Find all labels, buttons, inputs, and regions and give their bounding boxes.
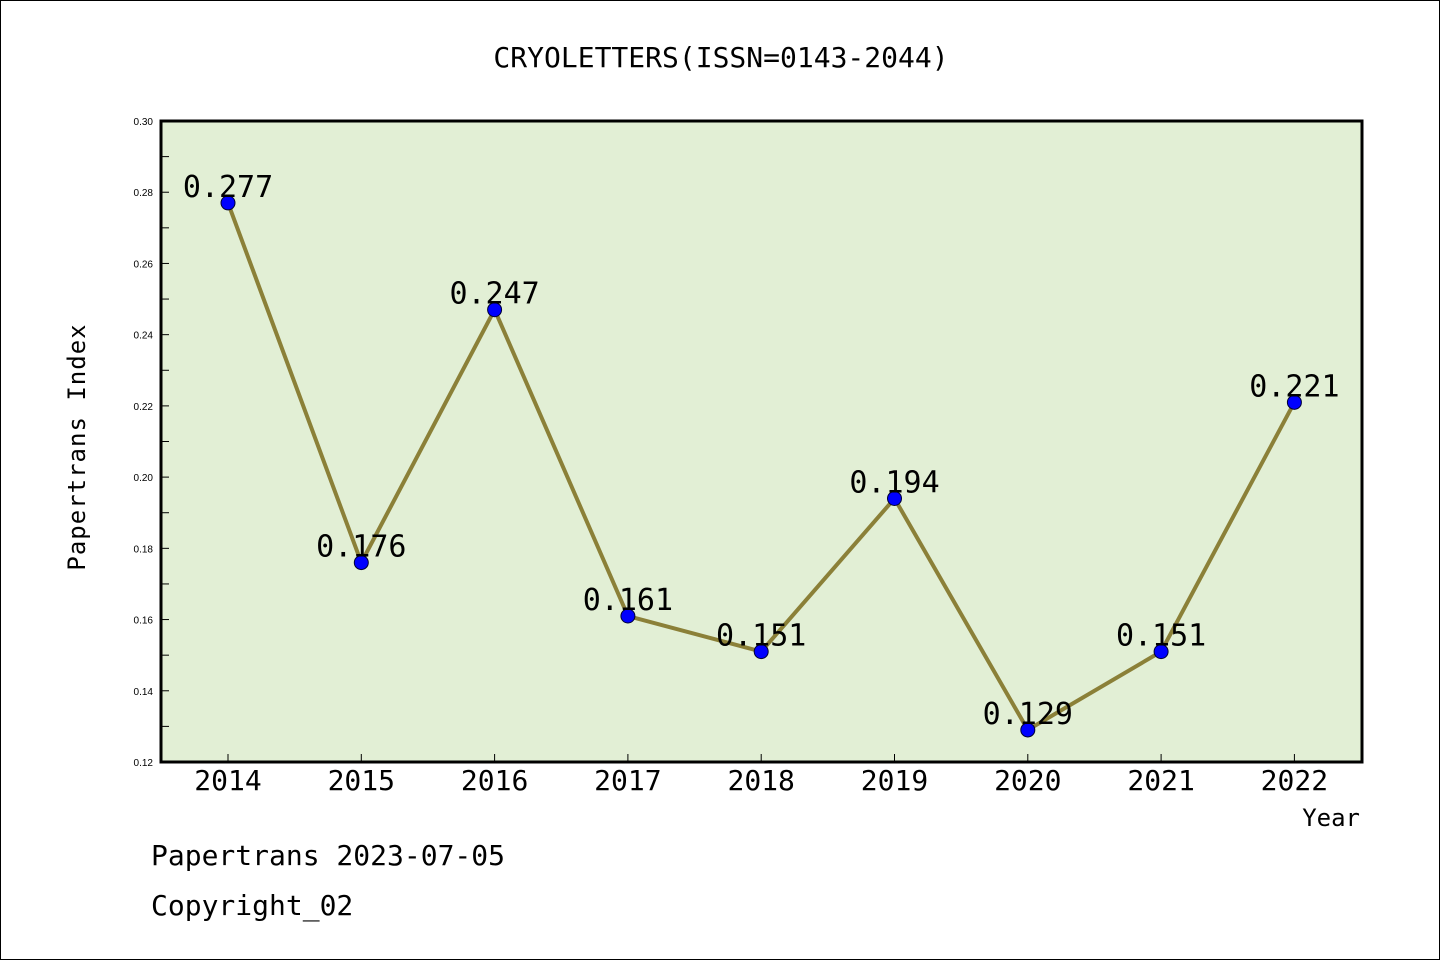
data-point (487, 302, 503, 318)
y-tick-label: 0.22 (134, 402, 154, 413)
y-tick-label: 0.12 (134, 758, 154, 769)
y-tick-label: 0.20 (134, 473, 154, 484)
chart-title: CRYOLETTERS(ISSN=0143-2044) (493, 41, 948, 74)
data-labels: 0.277 0.176 0.247 0.161 0.151 0.194 0.129 0.151… (183, 170, 1340, 732)
data-point (353, 555, 369, 571)
data-label: 0.151 (1116, 619, 1206, 654)
series-markers (220, 195, 1302, 738)
data-point (1286, 394, 1302, 410)
data-label: 0.221 (1249, 369, 1339, 404)
data-label: 0.194 (849, 465, 939, 500)
x-tick-label: 2018 (727, 764, 794, 797)
data-point (753, 644, 769, 660)
x-tick-label: 2020 (994, 764, 1061, 797)
x-axis-label: Year (1302, 804, 1360, 832)
data-label: 0.129 (983, 697, 1073, 732)
x-tick-label: 2022 (1261, 764, 1328, 797)
y-tick-label: 0.28 (134, 188, 154, 199)
data-point (220, 195, 236, 211)
x-tick-label: 2019 (861, 764, 928, 797)
footer-date: Papertrans 2023-07-05 (151, 839, 505, 872)
y-axis: 0.12 0.14 0.16 0.18 0.20 0.22 0.24 0.26 0.28 0.30 (134, 117, 169, 769)
x-tick-label: 2014 (194, 764, 261, 797)
data-point (620, 608, 636, 624)
data-point (887, 490, 902, 506)
data-point (1153, 644, 1169, 660)
x-axis: 2014 2015 2016 2017 2018 2019 2020 2021 2022 (194, 754, 1328, 797)
data-label: 0.176 (316, 530, 406, 565)
data-label: 0.277 (183, 170, 273, 205)
footer-copyright: Copyright_02 (151, 889, 353, 923)
y-tick-label: 0.24 (134, 331, 154, 342)
data-label: 0.161 (583, 583, 673, 618)
data-label: 0.151 (716, 619, 806, 654)
x-tick-label: 2015 (328, 764, 395, 797)
y-tick-label: 0.14 (134, 687, 154, 698)
x-tick-label: 2021 (1127, 764, 1194, 797)
y-tick-label: 0.26 (134, 259, 154, 270)
y-axis-label: Papertrans Index (63, 323, 91, 570)
y-tick-label: 0.18 (134, 544, 154, 555)
plot-area (161, 121, 1362, 762)
plot-border (159, 119, 1364, 764)
y-tick-label: 0.30 (134, 117, 154, 128)
x-tick-label: 2017 (594, 764, 661, 797)
data-point (1020, 722, 1036, 738)
y-tick-label: 0.16 (134, 616, 154, 627)
data-label: 0.247 (449, 277, 539, 312)
x-tick-label: 2016 (461, 764, 528, 797)
